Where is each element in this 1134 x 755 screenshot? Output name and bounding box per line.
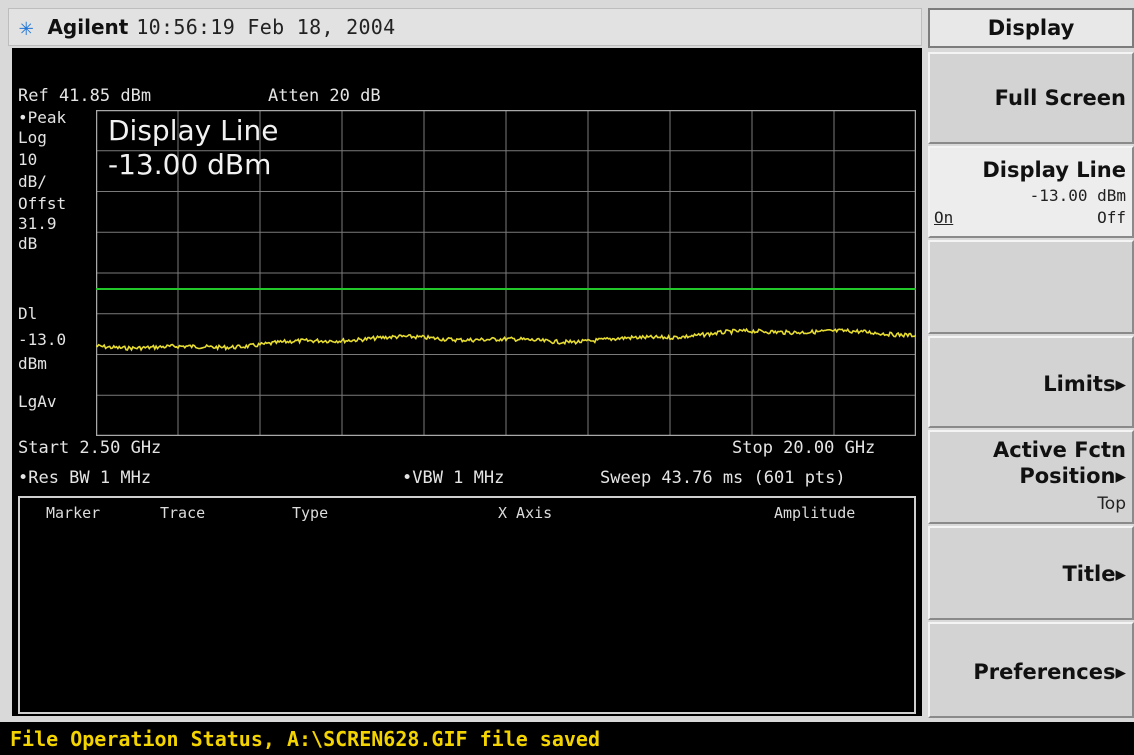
date-time: 10:56:19 Feb 18, 2004 bbox=[136, 15, 396, 39]
marker-table: Marker Trace Type X Axis Amplitude bbox=[18, 496, 916, 714]
display-line-unit: dBm bbox=[18, 354, 47, 373]
offset-value: 31.9 bbox=[18, 214, 57, 233]
attenuation: Atten 20 dB bbox=[268, 86, 381, 106]
softkey-label-line2: Position▸ bbox=[1019, 464, 1126, 488]
resolution-bandwidth: •Res BW 1 MHz bbox=[18, 468, 152, 488]
brand-name: Agilent bbox=[47, 15, 129, 39]
trace-1 bbox=[96, 327, 916, 352]
display-line-softkey[interactable]: Display Line -13.00 dBm On Off bbox=[928, 146, 1134, 238]
softkey-panel: Display Full Screen Display Line -13.00 … bbox=[928, 8, 1134, 718]
status-message: File Operation Status, A:\SCREN628.GIF f… bbox=[10, 726, 601, 751]
title-softkey[interactable]: Title▸ bbox=[928, 526, 1134, 620]
softkey-label: Active Fctn bbox=[993, 438, 1126, 462]
marker-column-header: Marker bbox=[46, 504, 101, 522]
stop-frequency: Stop 20.00 GHz bbox=[732, 438, 876, 458]
limits-softkey[interactable]: Limits▸ bbox=[928, 336, 1134, 428]
scale-type-label: Log bbox=[18, 128, 47, 147]
scale-unit-label: dB/ bbox=[18, 172, 47, 191]
blank-softkey[interactable] bbox=[928, 240, 1134, 334]
detector-label: •Peak bbox=[18, 108, 67, 127]
active-function-title: Display Line bbox=[108, 114, 279, 147]
offset-unit: dB bbox=[18, 234, 38, 253]
offset-label: Offst bbox=[18, 194, 67, 213]
softkey-value: -13.00 dBm bbox=[1029, 186, 1126, 205]
sweep-time: Sweep 43.76 ms (601 pts) bbox=[600, 468, 846, 488]
display-line-value: -13.0 bbox=[18, 330, 67, 349]
softkey-menu-title: Display bbox=[928, 8, 1134, 48]
start-frequency: Start 2.50 GHz bbox=[18, 438, 162, 458]
preferences-softkey[interactable]: Preferences▸ bbox=[928, 622, 1134, 718]
graticule-border bbox=[96, 110, 916, 436]
status-bar: File Operation Status, A:\SCREN628.GIF f… bbox=[0, 722, 1134, 755]
full-screen-softkey[interactable]: Full Screen bbox=[928, 52, 1134, 144]
type-column-header: Type bbox=[292, 504, 329, 522]
averaging-label: LgAv bbox=[18, 392, 57, 411]
agilent-spark-icon: ✳ bbox=[19, 13, 34, 41]
softkey-value: Top bbox=[1097, 494, 1126, 514]
ref-level: Ref 41.85 dBm bbox=[18, 86, 152, 106]
softkey-label: Full Screen bbox=[994, 86, 1126, 110]
off-option: Off bbox=[1097, 208, 1126, 227]
active-function-value: -13.00 dBm bbox=[108, 148, 272, 181]
on-option: On bbox=[934, 208, 954, 227]
graticule bbox=[96, 110, 916, 436]
display-line-label: Dl bbox=[18, 304, 38, 323]
active-function-position-softkey[interactable]: Active Fctn Position▸ Top bbox=[928, 430, 1134, 524]
analyzer-screen: Ref 41.85 dBm Atten 20 dB •Peak Log 10 d… bbox=[12, 48, 922, 716]
softkey-label: Limits▸ bbox=[1043, 372, 1126, 396]
trace-column-header: Trace bbox=[160, 504, 206, 522]
x-axis-column-header: X Axis bbox=[498, 504, 553, 522]
softkey-label: Display Line bbox=[982, 158, 1126, 182]
amplitude-column-header: Amplitude bbox=[774, 504, 856, 522]
softkey-label: Preferences▸ bbox=[973, 660, 1126, 684]
softkey-label: Title▸ bbox=[1062, 562, 1126, 586]
video-bandwidth: •VBW 1 MHz bbox=[402, 468, 505, 488]
title-bar: ✳ Agilent 10:56:19 Feb 18, 2004 bbox=[8, 8, 922, 46]
scale-value-label: 10 bbox=[18, 150, 38, 169]
